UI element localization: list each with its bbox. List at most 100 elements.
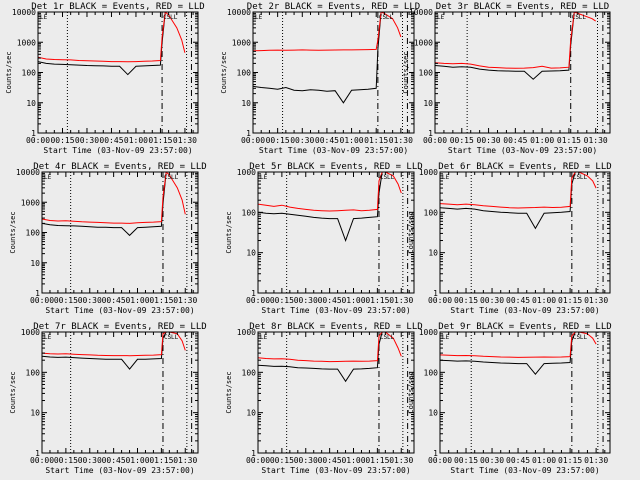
- y-tick-label: 1000: [21, 328, 40, 337]
- panel-title: Det 4r BLACK = Events, RED = LLD: [33, 162, 206, 172]
- marker-label: LL: [386, 14, 394, 21]
- x-tick-label: 00:30: [294, 456, 318, 465]
- y-tick-label: 1000: [419, 328, 438, 337]
- x-tick-label: 00:30: [78, 296, 102, 305]
- events-series-line: [440, 172, 576, 230]
- marker-label: LL: [387, 174, 395, 181]
- y-axis-label: Counts/sec: [407, 211, 415, 253]
- x-tick-label: 00:15: [270, 296, 294, 305]
- marker-label: LE: [437, 14, 445, 21]
- marker-label: LE: [40, 14, 48, 21]
- x-tick-label: 00:15: [54, 296, 78, 305]
- lld-series-line: [42, 172, 186, 224]
- x-tick-label: 01:30: [584, 296, 608, 305]
- plot-frame: [252, 11, 415, 134]
- y-tick-label: 1000: [237, 168, 256, 177]
- marker-label: LE: [255, 14, 263, 21]
- marker-label: CS: [572, 14, 580, 21]
- chart-panel-7: Det 7r BLACK = Events, RED = LLD LE CS LL 1 1…: [9, 322, 207, 475]
- marker-label: LL: [579, 14, 587, 21]
- plot-frame: [439, 331, 611, 454]
- chart-panel-3: Det 3r BLACK = Events, RED = LLD LE CS LL 1 1…: [402, 2, 611, 155]
- y-tick-label: 10000: [409, 8, 433, 17]
- y-tick-label: 1000: [232, 38, 251, 47]
- x-tick-label: 01:15: [365, 456, 389, 465]
- plot-frame: [257, 331, 415, 454]
- y-tick-label: 100: [26, 229, 41, 238]
- x-tick-label: 00:30: [480, 456, 504, 465]
- y-tick-label: 10: [428, 409, 438, 418]
- x-tick-label: 00:15: [266, 136, 290, 145]
- x-axis-label: Start Time (03-Nov-09 23:57:00): [261, 306, 410, 315]
- y-tick-label: 1: [35, 289, 40, 298]
- lld-series-line: [440, 332, 597, 358]
- lld-series-line: [258, 332, 402, 363]
- marker-label: LL: [171, 174, 179, 181]
- x-tick-label: 00:30: [290, 136, 314, 145]
- lld-series-line: [42, 332, 186, 357]
- panel-title: Det 5r BLACK = Events, RED = LLD: [249, 162, 422, 172]
- chart-panel-9: Det 9r BLACK = Events, RED = LLD LE CS LL 1 1…: [407, 322, 612, 475]
- plot-frame: [257, 171, 415, 294]
- x-axis-label: Start Time (03-Nov-09 23:57:00): [261, 466, 410, 475]
- x-tick-label: 01:30: [584, 456, 608, 465]
- x-tick-label: 01:00: [341, 296, 365, 305]
- x-tick-label: 00:45: [315, 136, 339, 145]
- y-tick-label: 10000: [12, 8, 36, 17]
- events-series-line: [440, 332, 576, 375]
- plot-frame: [434, 11, 611, 134]
- x-tick-label: 00:45: [102, 296, 126, 305]
- chart-panel-2: Det 2r BLACK = Events, RED = LLD LE CS LL 1 1…: [220, 2, 420, 155]
- y-axis-label: Counts/sec: [407, 371, 415, 413]
- chart-panel-1: Det 1r BLACK = Events, RED = LLD LE CS LL 1 1…: [5, 2, 205, 155]
- y-tick-label: 100: [242, 368, 257, 377]
- y-tick-label: 100: [26, 368, 41, 377]
- lld-series-line: [38, 12, 186, 63]
- y-tick-label: 10000: [16, 168, 40, 177]
- panel-title: Det 2r BLACK = Events, RED = LLD: [247, 2, 420, 12]
- events-series-line: [258, 332, 383, 383]
- y-tick-label: 10: [246, 249, 256, 258]
- y-tick-label: 1: [428, 129, 433, 138]
- events-series-line: [253, 12, 382, 104]
- x-tick-label: 00:30: [294, 296, 318, 305]
- y-axis-label: Counts/sec: [402, 51, 410, 93]
- marker-label: CS: [573, 334, 581, 341]
- y-tick-label: 100: [424, 368, 439, 377]
- y-tick-label: 1000: [419, 168, 438, 177]
- plot-frame: [41, 331, 199, 454]
- y-tick-label: 1000: [17, 38, 36, 47]
- chart-panel-8: Det 8r BLACK = Events, RED = LLD LE CS LL 1 1…: [225, 322, 423, 475]
- x-tick-label: 00:45: [99, 136, 123, 145]
- marker-label: CS: [164, 334, 172, 341]
- panel-title: Det 8r BLACK = Events, RED = LLD: [249, 322, 422, 332]
- x-tick-label: 00:00: [423, 136, 447, 145]
- y-axis-label: Counts/sec: [225, 211, 233, 253]
- y-tick-label: 1: [246, 129, 251, 138]
- y-tick-label: 10: [428, 249, 438, 258]
- marker-label: CS: [380, 334, 388, 341]
- panel-title: Det 3r BLACK = Events, RED = LLD: [436, 2, 609, 12]
- y-tick-label: 10: [30, 259, 40, 268]
- y-tick-label: 1: [433, 289, 438, 298]
- x-tick-label: 00:00: [246, 456, 270, 465]
- y-tick-label: 1: [31, 129, 36, 138]
- marker-label: CS: [163, 14, 171, 21]
- x-tick-label: 01:15: [149, 296, 173, 305]
- panel-title: Det 9r BLACK = Events, RED = LLD: [438, 322, 611, 332]
- y-tick-label: 1000: [237, 328, 256, 337]
- y-axis-label: Counts/sec: [225, 371, 233, 413]
- x-tick-label: 00:15: [270, 456, 294, 465]
- x-tick-label: 00:45: [102, 456, 126, 465]
- events-series-line: [258, 172, 383, 242]
- x-tick-label: 01:30: [584, 136, 608, 145]
- plot-frame: [439, 171, 611, 294]
- x-tick-label: 00:30: [75, 136, 99, 145]
- x-tick-label: 00:00: [30, 456, 54, 465]
- marker-label: LL: [580, 334, 588, 341]
- y-tick-label: 1000: [21, 198, 40, 207]
- x-tick-label: 01:30: [173, 296, 197, 305]
- x-axis-label: Start Time (03-Nov-09 23:57:00): [45, 466, 194, 475]
- x-tick-label: 00:15: [454, 296, 478, 305]
- marker-label: CS: [164, 174, 172, 181]
